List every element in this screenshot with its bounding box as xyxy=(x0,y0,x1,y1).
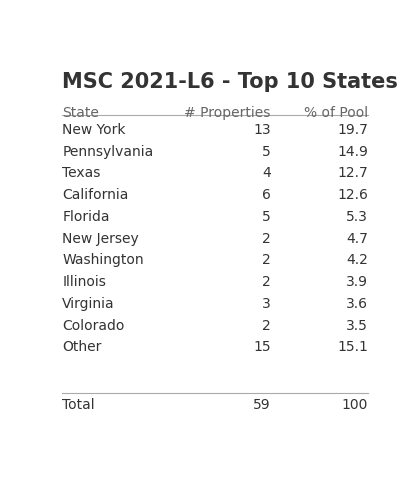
Text: 2: 2 xyxy=(262,275,270,289)
Text: MSC 2021-L6 - Top 10 States: MSC 2021-L6 - Top 10 States xyxy=(62,72,398,92)
Text: % of Pool: % of Pool xyxy=(304,107,368,120)
Text: 59: 59 xyxy=(253,398,270,412)
Text: 3.6: 3.6 xyxy=(346,297,368,311)
Text: 2: 2 xyxy=(262,232,270,245)
Text: New Jersey: New Jersey xyxy=(62,232,139,245)
Text: New York: New York xyxy=(62,123,126,137)
Text: 5: 5 xyxy=(262,210,270,224)
Text: Total: Total xyxy=(62,398,95,412)
Text: 12.6: 12.6 xyxy=(337,188,368,202)
Text: 4: 4 xyxy=(262,167,270,181)
Text: 2: 2 xyxy=(262,253,270,267)
Text: 15.1: 15.1 xyxy=(337,340,368,355)
Text: 14.9: 14.9 xyxy=(337,145,368,159)
Text: 3: 3 xyxy=(262,297,270,311)
Text: Washington: Washington xyxy=(62,253,144,267)
Text: California: California xyxy=(62,188,129,202)
Text: 3.5: 3.5 xyxy=(346,318,368,333)
Text: 4.2: 4.2 xyxy=(346,253,368,267)
Text: 5.3: 5.3 xyxy=(346,210,368,224)
Text: Pennsylvania: Pennsylvania xyxy=(62,145,154,159)
Text: # Properties: # Properties xyxy=(184,107,270,120)
Text: 6: 6 xyxy=(262,188,270,202)
Text: 3.9: 3.9 xyxy=(346,275,368,289)
Text: Illinois: Illinois xyxy=(62,275,106,289)
Text: 13: 13 xyxy=(253,123,270,137)
Text: Florida: Florida xyxy=(62,210,110,224)
Text: 12.7: 12.7 xyxy=(338,167,368,181)
Text: Colorado: Colorado xyxy=(62,318,125,333)
Text: 19.7: 19.7 xyxy=(337,123,368,137)
Text: 5: 5 xyxy=(262,145,270,159)
Text: 100: 100 xyxy=(342,398,368,412)
Text: 2: 2 xyxy=(262,318,270,333)
Text: State: State xyxy=(62,107,99,120)
Text: 4.7: 4.7 xyxy=(346,232,368,245)
Text: Texas: Texas xyxy=(62,167,101,181)
Text: Other: Other xyxy=(62,340,102,355)
Text: Virginia: Virginia xyxy=(62,297,115,311)
Text: 15: 15 xyxy=(253,340,270,355)
